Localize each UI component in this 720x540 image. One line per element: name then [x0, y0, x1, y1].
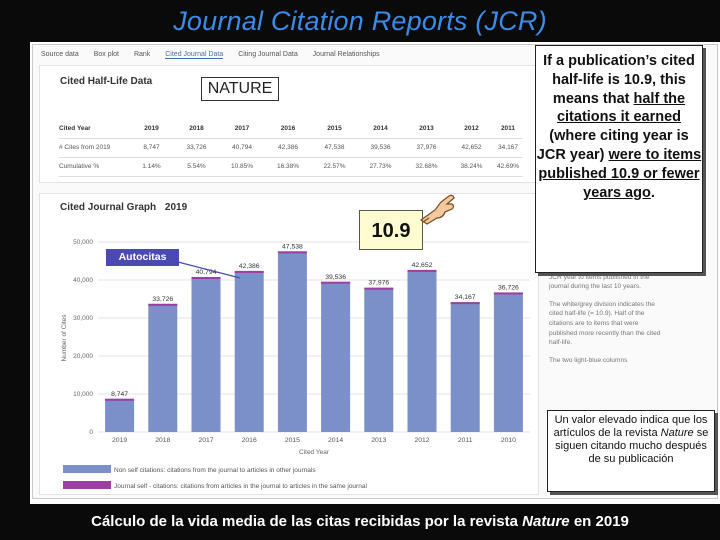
table-cell: 42,652 [450, 138, 493, 158]
table-cell: 8,747 [129, 138, 174, 158]
callout-text-underlined: half the citations it earned [556, 90, 686, 126]
half-life-title: Cited Half-Life Data [60, 76, 153, 87]
callout-journal-name: Nature [660, 427, 694, 439]
table-cell: 37,976 [403, 138, 450, 158]
title-bar: Journal Citation Reports (JCR) [0, 0, 720, 42]
tab-source-data[interactable]: Source data [41, 51, 79, 58]
table-header-cell: 2012 [450, 119, 493, 139]
description-paragraph: The white/grey division indicates the ci… [549, 300, 661, 347]
callout-text: Un valor elevado indica que los artículo… [553, 414, 708, 439]
caption-journal-name: Nature [522, 513, 570, 530]
interpretation-callout: Un valor elevado indica que los artículo… [547, 410, 715, 492]
table-cell: 38.24% [450, 157, 493, 177]
callout-text: (where citing year is JCR year) [536, 128, 689, 163]
half-life-value-box: 10.9 [359, 210, 423, 250]
callout-text: . [650, 184, 655, 201]
tab-bar: Source data Box plot Rank Cited Journal … [41, 51, 393, 67]
table-header-cell: Cited Year [59, 119, 129, 139]
tab-cited-journal-data[interactable]: Cited Journal Data [165, 51, 224, 59]
half-life-table: Cited Year 2019 2018 2017 2016 2015 2014… [59, 119, 523, 177]
table-cell: 22.57% [311, 157, 358, 177]
table-cell: 27.73% [358, 157, 403, 177]
table-cell: 5.54% [174, 157, 219, 177]
caption-text: en 2019 [569, 513, 629, 530]
table-cell: 33,726 [174, 138, 219, 158]
graph-description: citation published in journals during th… [549, 263, 663, 373]
table-header-cell: 2011 [493, 119, 523, 139]
caption-text: Cálculo de la vida media de las citas re… [91, 513, 523, 530]
table-cell: 42,386 [265, 138, 311, 158]
table-row: # Cites from 2019 8,747 33,726 40,794 42… [59, 138, 523, 158]
graph-year: 2019 [164, 202, 188, 213]
table-cell: 42.69% [493, 157, 523, 177]
table-header-cell: 2018 [174, 119, 219, 139]
table-cell: 34,167 [493, 138, 523, 158]
description-paragraph: The two light-blue columns [549, 356, 628, 364]
table-header-cell: 2017 [219, 119, 265, 139]
table-header-cell: 2014 [358, 119, 403, 139]
slide-caption: Cálculo de la vida media de las citas re… [0, 507, 720, 540]
table-cell: 1.14% [129, 157, 174, 177]
table-cell: 40,794 [219, 138, 265, 158]
table-cell: 39,536 [358, 138, 403, 158]
table-cell: 10.85% [219, 157, 265, 177]
graph-title: Cited Journal Graph 2019 [60, 202, 187, 213]
callout-text: se siguen citando mucho después de su pu… [555, 427, 709, 465]
slide-title: Journal Citation Reports (JCR) [173, 6, 547, 36]
autocitas-label: Autocitas [106, 249, 179, 266]
table-header-cell: 2015 [311, 119, 358, 139]
callout-text-underlined: were to items published 10.9 or fewer ye… [538, 146, 702, 201]
table-row: Cumulative % 1.14% 5.54% 10.85% 16.38% 2… [59, 157, 523, 177]
tab-journal-relationships[interactable]: Journal Relationships [312, 51, 380, 58]
tab-citing-journal-data[interactable]: Citing Journal Data [238, 51, 298, 58]
graph-title-text: Cited Journal Graph [60, 202, 157, 213]
pointing-hand-icon [419, 194, 455, 225]
table-row-label: Cumulative % [59, 157, 129, 177]
left-border [0, 42, 30, 507]
table-header-cell: 2016 [265, 119, 311, 139]
table-header-row: Cited Year 2019 2018 2017 2016 2015 2014… [59, 119, 523, 139]
table-cell: 16.38% [265, 157, 311, 177]
graph-panel: Cited Journal Graph 2019 [39, 193, 539, 495]
tab-rank[interactable]: Rank [133, 51, 151, 58]
tab-box-plot[interactable]: Box plot [93, 51, 119, 58]
callout-text: If a publication’s cited half-life is 10… [543, 53, 695, 107]
table-cell: 32.68% [403, 157, 450, 177]
journal-name-box: NATURE [201, 77, 279, 101]
table-header-cell: 2013 [403, 119, 450, 139]
table-cell: 47,538 [311, 138, 358, 158]
table-header-cell: 2019 [129, 119, 174, 139]
table-row-label: # Cites from 2019 [59, 138, 129, 158]
half-life-explanation-callout: If a publication’s cited half-life is 10… [535, 45, 703, 273]
